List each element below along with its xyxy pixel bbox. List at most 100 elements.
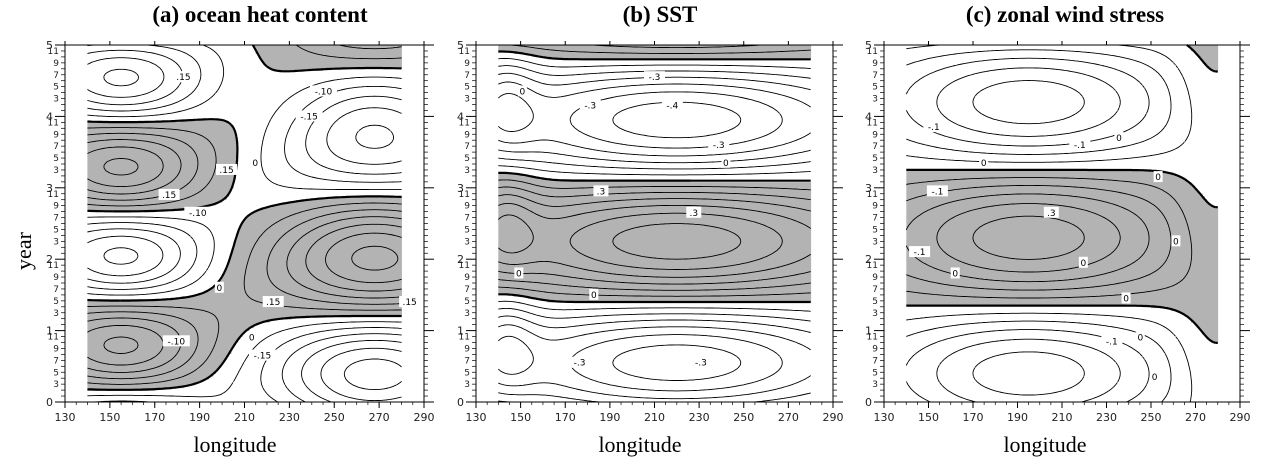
x-tick-label: 230 [1096,411,1117,424]
contour-label-bg [950,267,960,279]
y-month-label: 3 [464,166,470,176]
y-month-label: 11 [459,333,470,343]
contour-label: .15 [402,298,416,308]
contour-label-bg [923,121,945,133]
contour-label: -.1 [1106,337,1118,347]
negative-contour [498,81,811,400]
y-month-label: 11 [459,47,470,57]
positive-contour [351,245,399,271]
x-tick-label: 190 [599,411,620,424]
y-month-label: 9 [53,344,59,354]
shaded-area [498,45,812,303]
x-tick-label: 150 [510,411,531,424]
y-month-label: 11 [459,261,470,271]
y-month-label: 7 [53,285,59,295]
contour-label-bg [295,110,323,122]
y-tick-label: 1 [865,325,872,338]
contour-label: .15 [266,298,280,308]
x-tick-label: 130 [55,411,76,424]
contour-label-bg [309,85,337,97]
contour-label-bg [214,281,224,293]
contour-label-bg [172,71,194,83]
contour-label: 0 [1137,334,1143,344]
panel-c-xlabel: longitude [1003,432,1087,457]
contour-label-bg [593,185,609,197]
contour-label: .3 [597,187,606,197]
panel-c-title: (c) zonal wind stress [965,2,1165,27]
y-month-label: 3 [53,237,59,247]
contour-label: .3 [1047,209,1056,219]
y-tick-label: 5 [457,39,464,52]
positive-contour [906,184,1172,291]
y-month-label: 9 [53,130,59,140]
contour-label-bg [690,356,712,368]
y-month-label: 11 [48,190,59,200]
x-tick-label: 270 [369,411,390,424]
contour-label: 0 [520,87,526,97]
contour-label: -.1 [914,248,926,258]
y-month-label: 3 [872,95,878,105]
contour-label: .15 [176,73,190,83]
negative-contour [498,65,811,403]
y-tick-label: 3 [865,182,872,195]
positive-contour [87,139,402,373]
contour-label-bg [1153,171,1163,183]
y-month-label: 11 [48,118,59,128]
negative-contour [905,57,1150,403]
y-month-label: 3 [53,380,59,390]
positive-contour [936,203,1121,273]
y-tick-label: 0 [46,396,53,409]
y-month-label: 5 [464,297,470,307]
panel-b-title: (b) SST [622,2,698,27]
y-month-label: 9 [53,59,59,69]
contour-label: -.4 [666,102,678,112]
y-month-label: 5 [53,368,59,378]
y-month-label: 11 [867,118,878,128]
contour-label-bg [1150,371,1160,383]
contour-label-bg [162,335,190,347]
contour-label: -.3 [574,359,586,369]
x-tick-label: 150 [99,411,120,424]
y-month-label: 7 [872,142,878,152]
contour-label-bg [909,246,931,258]
x-tick-label: 270 [778,411,799,424]
y-month-label: 7 [464,356,470,366]
contour-label: 0 [252,159,258,169]
contour-label-bg [250,156,260,168]
y-month-label: 5 [53,225,59,235]
y-tick-label: 1 [457,325,464,338]
y-month-label: 11 [48,261,59,271]
contour-label: .15 [219,166,233,176]
y-month-label: 7 [872,356,878,366]
y-tick-label: 3 [457,182,464,195]
positive-contour [498,202,811,278]
contour-label: 0 [1080,259,1086,269]
y-month-label: 9 [53,202,59,212]
y-month-label: 9 [872,59,878,69]
y-month-label: 7 [53,356,59,366]
x-tick-label: 250 [733,411,754,424]
positive-shading [87,45,402,391]
contour-label-bg [1135,331,1145,343]
y-month-label: 5 [464,225,470,235]
y-month-label: 11 [867,190,878,200]
y-tick-label: 4 [46,110,53,123]
negative-contour [906,44,1193,403]
contour-label-bg [1069,138,1091,150]
y-month-label: 5 [872,225,878,235]
contour-label-bg [979,156,989,168]
y-month-label: 5 [464,368,470,378]
y-month-label: 3 [464,309,470,319]
y-month-label: 9 [464,130,470,140]
contour-label-bg [262,296,284,308]
y-month-label: 9 [872,202,878,212]
y-tick-label: 0 [457,396,464,409]
contour-label-bg [708,138,730,150]
x-tick-label: 230 [279,411,300,424]
panel-a-xlabel: longitude [193,432,277,457]
contour-label-bg [926,185,948,197]
zero-contour [906,44,1218,344]
x-tick-label: 250 [1141,411,1162,424]
y-month-label: 9 [872,344,878,354]
y-month-label: 11 [459,190,470,200]
